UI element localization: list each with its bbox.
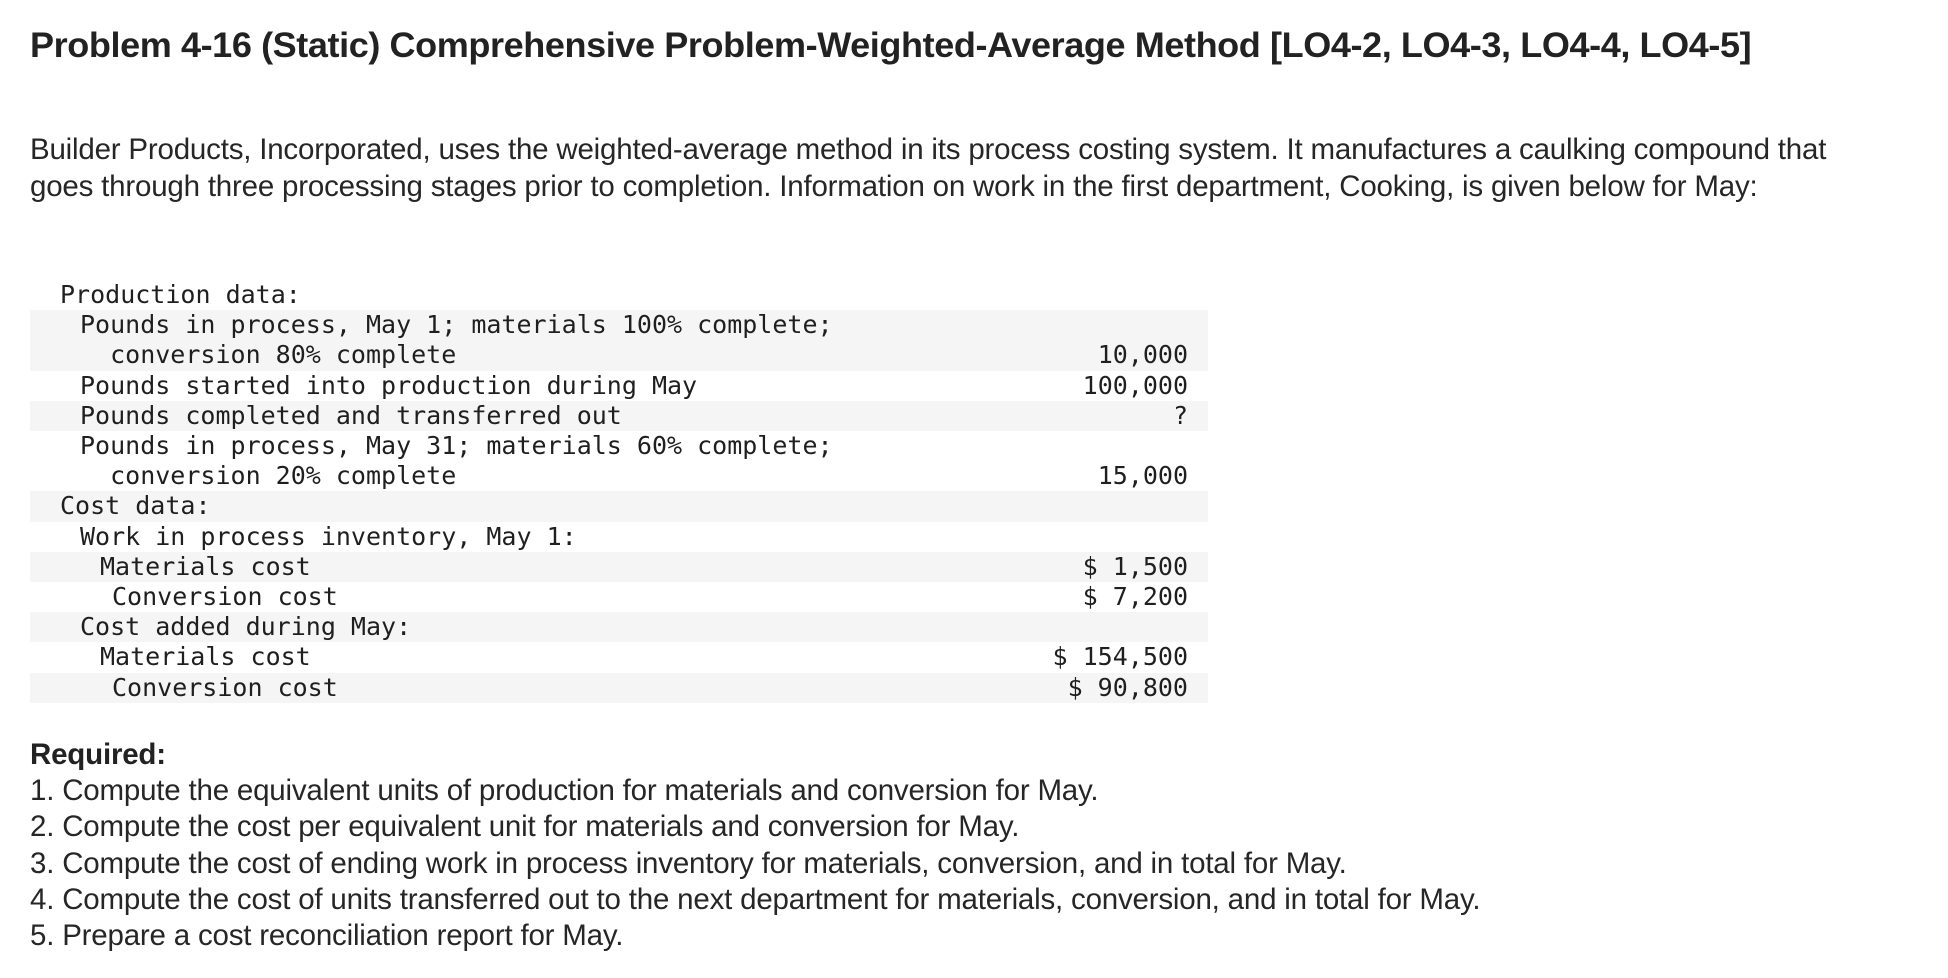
table-row-wip-conversion-cost: Conversion cost $ 7,200 [30, 582, 1208, 612]
table-row-pounds-transferred-out: Pounds completed and transferred out ? [30, 400, 1208, 432]
row-label: Pounds in process, May 1; materials 100%… [30, 310, 928, 371]
row-label: Conversion cost [30, 582, 928, 612]
label-line: Materials cost [100, 642, 311, 672]
label-line: Work in process inventory, May 1: [80, 521, 577, 551]
label-line: Production data: [60, 280, 301, 309]
label-line: Materials cost [100, 551, 311, 581]
label-line: Pounds in process, May 31; materials 60%… [80, 431, 833, 461]
required-item: 2. Compute the cost per equivalent unit … [30, 810, 1020, 844]
row-label: Materials cost [30, 642, 928, 672]
required-heading: Required: [30, 738, 166, 771]
label-line: Conversion cost [112, 582, 338, 612]
row-label: Conversion cost [30, 672, 928, 703]
required-list: 1. Compute the equivalent units of produ… [30, 773, 1481, 954]
required-item: 5. Prepare a cost reconciliation report … [30, 919, 624, 953]
label-line: Pounds completed and transferred out [80, 400, 622, 430]
row-label: Materials cost [30, 551, 928, 583]
label-line: Pounds started into production during Ma… [80, 370, 698, 400]
row-value: 10,000 [928, 310, 1208, 371]
row-value: $ 154,500 [1052, 642, 1188, 672]
row-value: 100,000 [1082, 370, 1188, 400]
row-value: 15,000 [1097, 461, 1188, 491]
label-line: Cost added during May: [80, 612, 412, 642]
row-value [928, 612, 1208, 643]
row-value [928, 491, 1208, 522]
table-row-cost-data-heading: Cost data: [30, 491, 1208, 522]
table-row-wip-inventory-heading: Work in process inventory, May 1: [30, 522, 1208, 552]
row-value: ? [928, 400, 1208, 432]
row-label: Cost added during May: [30, 612, 928, 643]
row-label: Pounds in process, May 31; materials 60%… [30, 431, 928, 491]
table-row-added-materials-cost: Materials cost $ 154,500 [30, 642, 1208, 672]
table-row-ending-wip-pounds: Pounds in process, May 31; materials 60%… [30, 431, 1208, 491]
problem-intro: Builder Products, Incorporated, uses the… [30, 133, 1827, 203]
table-row-production-data-heading: Production data: [30, 280, 1208, 310]
table-row-pounds-started: Pounds started into production during Ma… [30, 371, 1208, 401]
label-line: Conversion cost [112, 672, 338, 702]
label-line: conversion 20% complete [80, 461, 457, 491]
label-line: Cost data: [60, 491, 211, 521]
table-row-wip-materials-cost: Materials cost $ 1,500 [30, 551, 1208, 583]
row-label: Pounds started into production during Ma… [30, 371, 928, 401]
page-title: Problem 4-16 (Static) Comprehensive Prob… [30, 26, 1752, 65]
row-label: Pounds completed and transferred out [30, 400, 928, 432]
required-section: Required: 1. Compute the equivalent unit… [30, 737, 1481, 954]
row-label: Cost data: [30, 491, 928, 522]
production-cost-data-table: Production data: Pounds in process, May … [30, 280, 1208, 703]
row-value [928, 280, 1208, 310]
row-value: $ 7,200 [1082, 582, 1188, 612]
label-line: conversion 80% complete [80, 340, 457, 370]
table-row-beginning-wip-pounds: Pounds in process, May 1; materials 100%… [30, 310, 1208, 371]
label-line: Pounds in process, May 1; materials 100%… [80, 310, 833, 340]
row-value [928, 522, 1208, 552]
table-body: Production data: Pounds in process, May … [30, 280, 1208, 703]
table-row-cost-added-heading: Cost added during May: [30, 612, 1208, 643]
row-label: Work in process inventory, May 1: [30, 522, 928, 552]
row-label: Production data: [30, 280, 928, 310]
row-value: $ 90,800 [928, 672, 1208, 703]
required-item: 3. Compute the cost of ending work in pr… [30, 846, 1347, 880]
row-value: $ 1,500 [928, 551, 1208, 583]
required-item: 4. Compute the cost of units transferred… [30, 882, 1481, 916]
required-item: 1. Compute the equivalent units of produ… [30, 774, 1099, 808]
table-row-added-conversion-cost: Conversion cost $ 90,800 [30, 672, 1208, 703]
